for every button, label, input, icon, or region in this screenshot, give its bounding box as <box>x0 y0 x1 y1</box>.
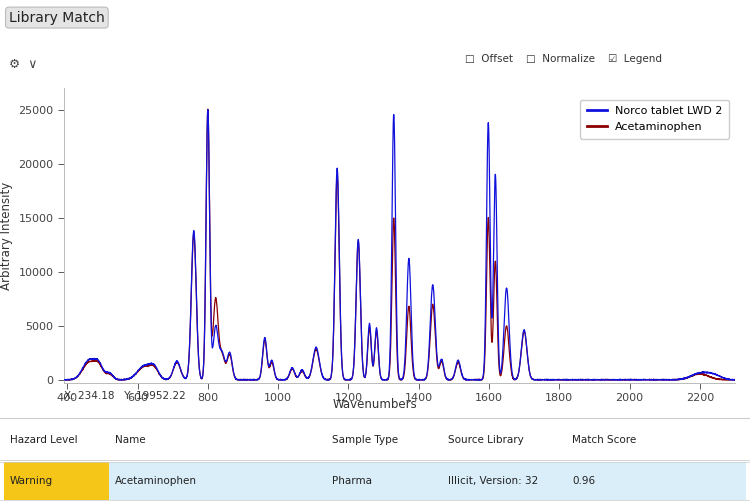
Acetaminophen <box>316 365 325 371</box>
Legend: Norco tablet LWD 2, Acetaminophen: Norco tablet LWD 2, Acetaminophen <box>580 100 730 139</box>
Acetaminophen <box>496 373 505 379</box>
Text: Match Score: Match Score <box>572 434 637 445</box>
Text: 0.96: 0.96 <box>572 476 596 486</box>
Norco tablet LWD 2 <box>462 376 471 383</box>
Text: Pharma: Pharma <box>332 476 372 486</box>
Text: Illicit, Version: 32: Illicit, Version: 32 <box>448 476 538 486</box>
Acetaminophen <box>462 376 471 383</box>
Text: Library Match: Library Match <box>9 11 105 25</box>
Norco tablet LWD 2 <box>730 377 740 383</box>
Norco tablet LWD 2 <box>182 375 190 382</box>
Text: Warning: Warning <box>10 476 53 486</box>
Line: Acetaminophen: Acetaminophen <box>64 109 735 380</box>
Norco tablet LWD 2 <box>316 364 325 370</box>
Y-axis label: Arbitrary Intensity: Arbitrary Intensity <box>0 181 13 290</box>
Bar <box>4 462 109 500</box>
Text: ⚙  ∨: ⚙ ∨ <box>9 57 38 71</box>
Acetaminophen <box>730 377 740 383</box>
Text: Wavenumbers: Wavenumbers <box>333 398 417 411</box>
Text: Source Library: Source Library <box>448 434 524 445</box>
Bar <box>109 462 326 500</box>
Text: Acetaminophen: Acetaminophen <box>115 476 196 486</box>
Acetaminophen <box>203 106 212 112</box>
Norco tablet LWD 2 <box>611 377 620 383</box>
Line: Norco tablet LWD 2: Norco tablet LWD 2 <box>64 110 735 380</box>
Acetaminophen <box>59 377 68 383</box>
Norco tablet LWD 2 <box>496 369 505 375</box>
Bar <box>566 462 746 500</box>
Text: Sample Type: Sample Type <box>332 434 398 445</box>
Text: Hazard Level: Hazard Level <box>10 434 77 445</box>
Text: □  Offset    □  Normalize    ☑  Legend: □ Offset □ Normalize ☑ Legend <box>465 53 662 64</box>
Norco tablet LWD 2 <box>203 107 212 113</box>
Bar <box>326 462 442 500</box>
Norco tablet LWD 2 <box>560 376 569 382</box>
Norco tablet LWD 2 <box>59 376 68 383</box>
Acetaminophen <box>611 376 620 383</box>
Acetaminophen <box>182 375 190 381</box>
Text: X: 234.18   Y: 19952.22: X: 234.18 Y: 19952.22 <box>64 391 185 401</box>
Acetaminophen <box>560 377 569 383</box>
Text: Name: Name <box>115 434 146 445</box>
Bar <box>442 462 566 500</box>
Norco tablet LWD 2 <box>59 377 68 383</box>
